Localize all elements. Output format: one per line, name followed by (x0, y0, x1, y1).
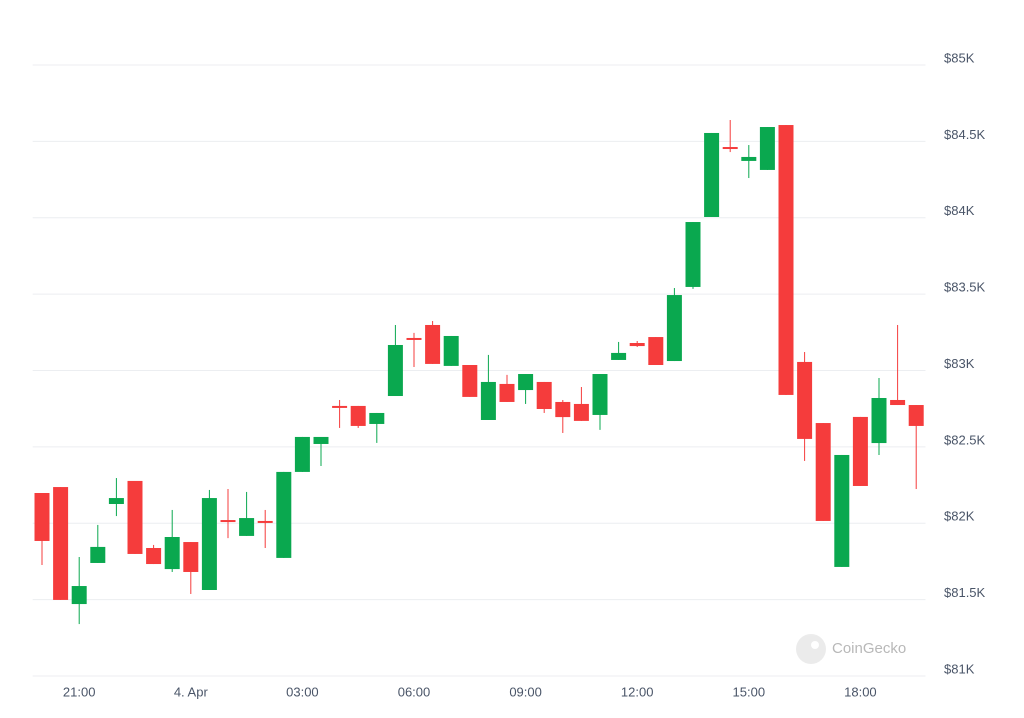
x-tick-label: 4. Apr (174, 684, 209, 699)
watermark-logo-eye (811, 641, 819, 649)
candle-body (350, 405, 366, 426)
candle-body (53, 487, 69, 600)
candle-body (108, 498, 124, 505)
candle-body (201, 498, 217, 591)
y-tick-label: $81.5K (944, 585, 986, 600)
candle-body (555, 401, 571, 418)
x-tick-label: 06:00 (398, 684, 431, 699)
x-tick-label: 18:00 (844, 684, 877, 699)
candle-body (518, 374, 534, 391)
candle-body (425, 324, 441, 364)
candle-body (573, 403, 589, 421)
y-tick-label: $82K (944, 509, 975, 524)
candle-body (164, 536, 180, 570)
candle-body (332, 405, 348, 408)
candle-body (890, 399, 906, 406)
y-tick-label: $83.5K (944, 280, 986, 295)
candle-body (127, 480, 143, 554)
y-tick-label: $81K (944, 661, 975, 676)
candle-body (462, 365, 478, 397)
candle-body (71, 586, 87, 605)
x-tick-label: 15:00 (733, 684, 766, 699)
candle-body (908, 405, 924, 426)
candle-body (871, 397, 887, 444)
candle-body (369, 412, 385, 424)
candle-body (406, 337, 422, 340)
candle-body (722, 147, 738, 150)
candle-body (611, 352, 627, 360)
candle-body (741, 156, 757, 161)
y-tick-label: $83K (944, 356, 975, 371)
candle-body (387, 344, 403, 397)
candle-body (797, 361, 813, 439)
candle-body (778, 125, 794, 395)
candle-body (480, 381, 496, 420)
candle-body (759, 127, 775, 170)
x-tick-label: 21:00 (63, 684, 96, 699)
y-tick-label: $84.5K (944, 127, 986, 142)
y-tick-label: $82.5K (944, 432, 986, 447)
x-tick-label: 12:00 (621, 684, 654, 699)
x-tick-label: 03:00 (286, 684, 319, 699)
candle-body (852, 416, 868, 486)
y-tick-label: $85K (944, 50, 975, 65)
plot: $81K $81.5K $82K $82.5K $83K $83.5K $84K $84.5K… (32, 50, 986, 699)
watermark (796, 634, 826, 664)
candle-body (834, 454, 850, 567)
candle-body (183, 542, 199, 572)
candle-body (257, 520, 273, 523)
candle-body (592, 374, 608, 415)
y-tick-label: $84K (944, 203, 975, 218)
candle-body (90, 546, 106, 563)
candle-body (276, 471, 292, 558)
candle-body (146, 547, 162, 565)
candle-body (666, 295, 682, 362)
candle-body (815, 423, 831, 521)
x-tick-label: 09:00 (509, 684, 542, 699)
candle-body (499, 383, 515, 402)
candle-body (685, 222, 701, 287)
candle-body (294, 436, 310, 472)
candle-body (239, 518, 255, 536)
candle-body (34, 493, 50, 541)
candle-body (629, 343, 645, 347)
candle-body (648, 337, 664, 366)
candle-body (313, 436, 329, 444)
watermark-text: CoinGecko (832, 640, 906, 657)
watermark-logo (796, 634, 826, 664)
candle-body (220, 520, 236, 523)
candle-body (536, 381, 552, 409)
candle-body (443, 335, 459, 366)
candle-body (704, 132, 720, 217)
